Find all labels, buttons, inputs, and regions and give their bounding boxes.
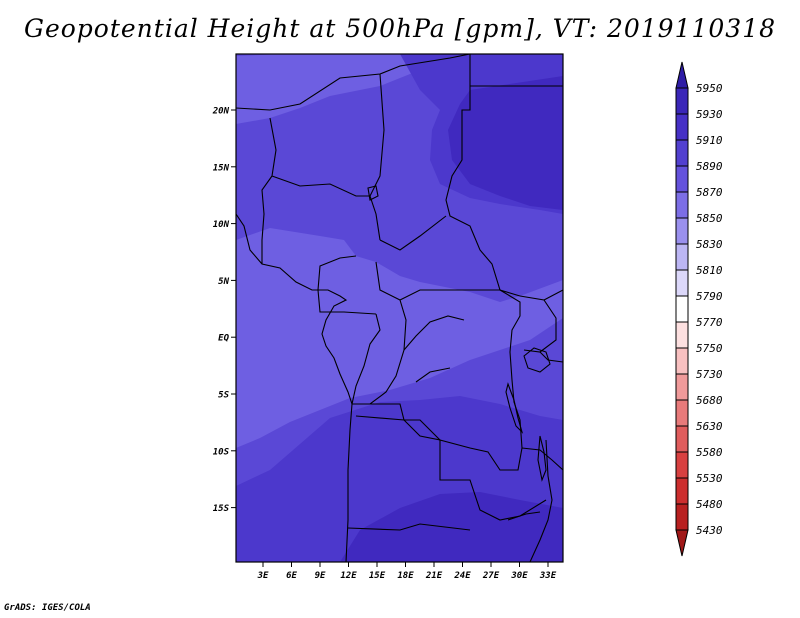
border-drc [370, 289, 523, 471]
colorbar-label: 5870 [696, 186, 723, 199]
lon-label: 15E [369, 571, 386, 581]
lon-label: 27E [482, 571, 500, 581]
border-cameroon [317, 255, 377, 315]
colorbar-label: 5480 [696, 498, 723, 511]
colorbar-label: 5580 [696, 446, 723, 459]
border-car [375, 215, 500, 301]
colorbar-label: 5810 [696, 264, 723, 277]
lat-label: EQ [218, 334, 229, 344]
grads-credit: GrADS: IGES/COLA [4, 603, 91, 613]
lat-label: 15N [213, 163, 230, 173]
colorbar: 5950 5930 5910 5890 5870 5850 5830 5810 5790 5770… [675, 61, 723, 557]
colorbar-label: 5630 [696, 420, 723, 433]
colorbar-segment [675, 295, 689, 323]
border-libya-sudan [445, 54, 521, 297]
lat-label: 10N [213, 220, 230, 230]
latitude-axis: 20N 15N 10N 5N EQ 5S 10S 15S [212, 107, 236, 514]
lon-label: 30E [510, 571, 528, 581]
lon-label: 33E [539, 571, 557, 581]
border-north [236, 54, 471, 111]
colorbar-segment [675, 321, 689, 349]
longitude-axis: 3E 6E 9E 12E 15E 18E 21E 24E 27E 30E 33E [257, 562, 557, 581]
river-congo [403, 315, 465, 383]
coastline [236, 213, 353, 562]
border-nigeria [261, 117, 370, 264]
colorbar-label: 5910 [696, 134, 723, 147]
colorbar-segment [675, 87, 689, 115]
colorbar-segment [675, 451, 689, 479]
lon-label: 3E [257, 571, 269, 581]
lake-victoria [523, 347, 551, 373]
colorbar-label: 5830 [696, 238, 723, 251]
lon-label: 12E [340, 571, 357, 581]
colorbar-label: 5950 [696, 82, 723, 95]
fill-5910-core [448, 76, 563, 210]
lon-label: 18E [397, 571, 414, 581]
lat-label: 5N [218, 277, 229, 287]
lake-tanganyika [505, 382, 524, 434]
boundaries [236, 54, 563, 562]
colorbar-label: 5890 [696, 160, 723, 173]
colorbar-top-arrow [675, 61, 689, 89]
lat-label: 20N [212, 107, 230, 117]
colorbar-segment [675, 165, 689, 193]
colorbar-label: 5530 [696, 472, 723, 485]
lat-label: 5S [218, 391, 229, 401]
border-tanzania [521, 351, 563, 471]
colorbar-label: 5930 [696, 108, 723, 121]
height-field [236, 54, 563, 562]
lake-malawi [537, 435, 547, 482]
lake-kariba [507, 511, 541, 521]
colorbar-label: 5430 [696, 524, 723, 537]
colorbar-segment [675, 113, 689, 141]
lat-label: 10S [213, 447, 230, 457]
colorbar-segment [675, 243, 689, 271]
colorbar-label: 5790 [696, 290, 723, 303]
colorbar-segment [675, 139, 689, 167]
border-uganda-kenya [519, 289, 563, 353]
colorbar-segment [675, 217, 689, 245]
lake-chad [367, 185, 379, 201]
colorbar-label: 5730 [696, 368, 723, 381]
colorbar-segment [675, 191, 689, 219]
lon-label: 9E [315, 571, 326, 581]
colorbar-segment [675, 373, 689, 401]
chart-title: Geopotential Height at 500hPa [gpm], VT:… [23, 14, 777, 43]
lon-label: 21E [425, 571, 443, 581]
colorbar-segment [675, 399, 689, 427]
colorbar-label: 5750 [696, 342, 723, 355]
colorbar-segment [675, 503, 689, 531]
colorbar-segment [675, 347, 689, 375]
border-mozambique [529, 439, 553, 562]
lat-label: 15S [213, 504, 230, 514]
colorbar-label: 5680 [696, 394, 723, 407]
fill-5850-central [236, 228, 563, 448]
colorbar-segment [675, 477, 689, 505]
map-frame [235, 53, 564, 563]
colorbar-segment [675, 269, 689, 297]
colorbar-segment [675, 425, 689, 453]
colorbar-bottom-arrow [675, 529, 689, 557]
colorbar-label: 5770 [696, 316, 723, 329]
lon-label: 24E [453, 571, 471, 581]
border-angola-zambia [347, 415, 547, 531]
lon-label: 6E [286, 571, 297, 581]
fill-5910-south [340, 492, 563, 562]
colorbar-label: 5850 [696, 212, 723, 225]
